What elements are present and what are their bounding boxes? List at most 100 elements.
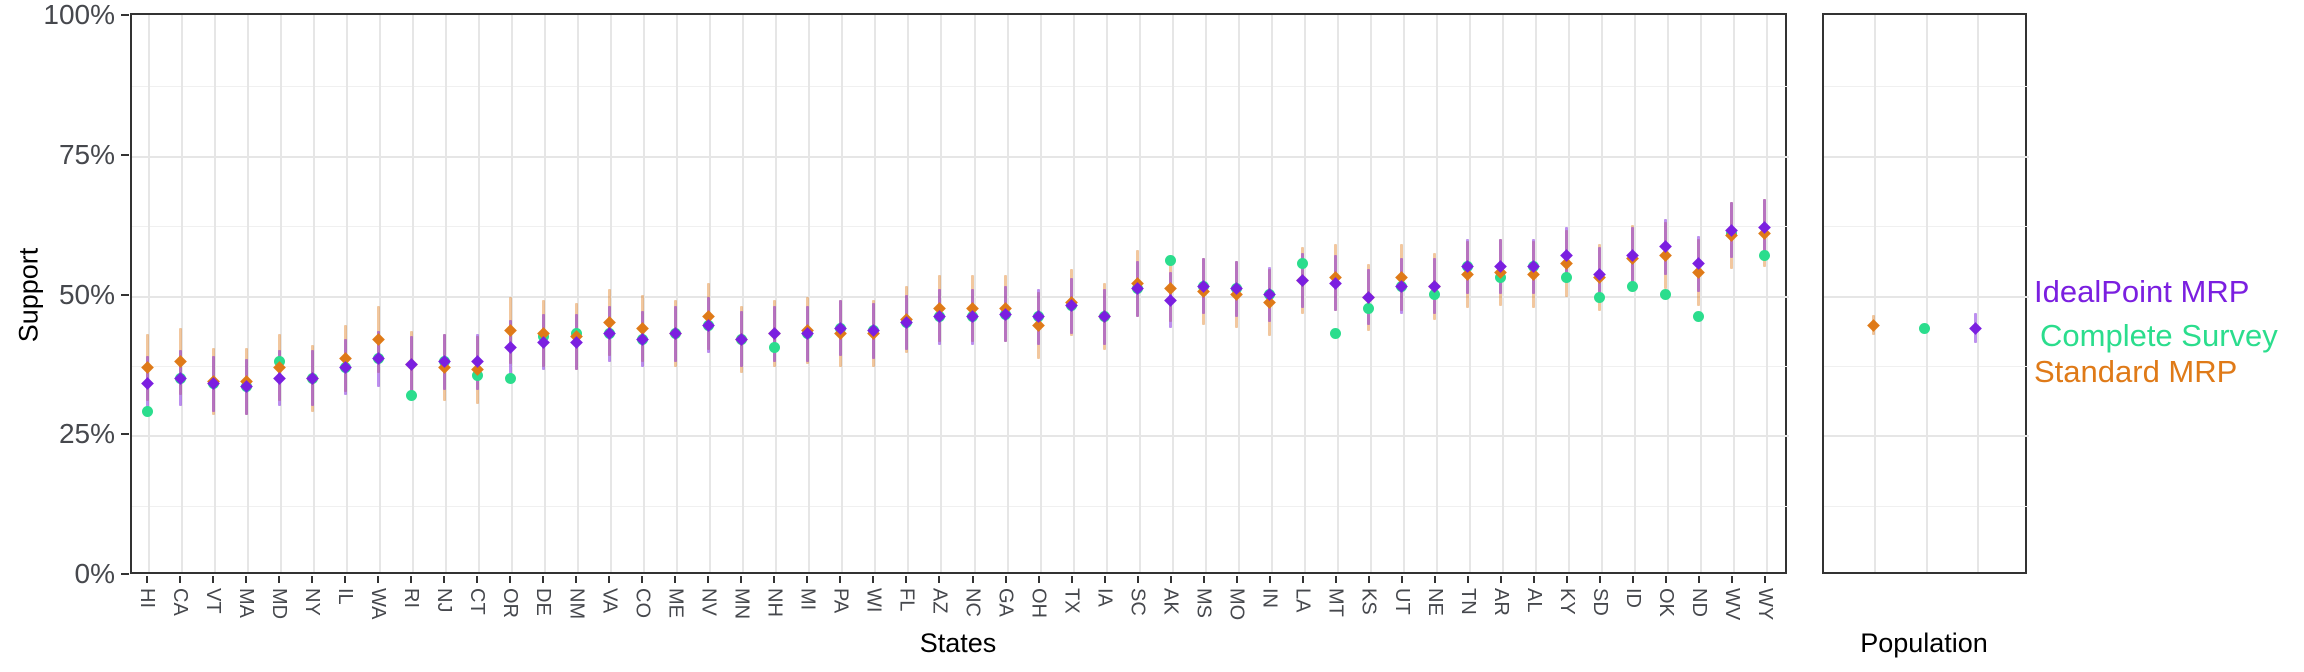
x-axis-tick [443,576,446,583]
vertical-gridline [1976,15,1979,572]
x-axis-tick [1037,576,1040,583]
y-tick-label: 0% [74,558,115,589]
vertical-gridline [577,15,580,572]
legend-item-complete_survey: Complete Survey [2040,318,2278,353]
x-axis-tick [1004,576,1007,583]
x-tick-label: MI [796,588,819,611]
vertical-gridline [742,15,745,572]
x-tick-label: AL [1522,588,1545,613]
x-tick-label: ID [1621,588,1644,608]
vertical-gridline [1039,15,1042,572]
x-axis-tick [1367,576,1370,583]
x-tick-label: IA [1093,588,1116,607]
x-tick-label: OR [499,588,522,618]
major-gridline [132,155,1789,158]
vertical-gridline [313,15,316,572]
x-axis-tick [608,576,611,583]
major-gridline [132,435,1789,438]
x-axis-tick [773,576,776,583]
x-tick-label: LA [1291,588,1314,613]
x-axis-tick [146,576,148,583]
x-axis-tick [542,576,545,583]
x-axis-tick [872,576,875,583]
x-tick-label: WA [367,588,390,620]
x-axis-tick [1697,576,1700,583]
vertical-gridline [907,15,910,572]
x-axis-tick [212,576,215,583]
x-axis-tick [410,576,413,583]
vertical-gridline [1105,15,1108,572]
vertical-gridline [346,15,349,572]
x-tick-label: PA [829,588,852,614]
x-axis-tick [1136,576,1139,583]
x-tick-label: WI [862,588,885,613]
x-tick-label: OK [1654,588,1677,617]
vertical-gridline [1925,15,1928,572]
x-axis-tick [1202,576,1205,583]
x-axis-tick [1730,576,1733,583]
x-tick-label: NY [301,588,324,616]
x-axis-tick [1103,576,1106,583]
x-tick-label: ND [1687,588,1710,617]
x-tick-label: VA [598,588,621,614]
vertical-gridline [214,15,217,572]
x-tick-label: MD [268,588,291,620]
vertical-gridline [1138,15,1141,572]
x-axis-tick [1466,576,1469,583]
x-tick-label: SC [1126,588,1149,616]
population-plot-panel [1822,13,2029,574]
main-plot-panel [130,13,1789,574]
x-tick-label: SD [1588,588,1611,616]
x-tick-label: WY [1753,588,1776,621]
x-axis-tick [1268,576,1271,583]
y-axis-tick [121,293,129,296]
x-axis-tick [674,576,677,583]
x-axis-title: States [919,628,997,658]
vertical-gridline [478,15,481,572]
x-tick-label: KS [1357,588,1380,615]
vertical-gridline [841,15,844,572]
minor-gridline [132,86,1789,88]
x-tick-label: GA [994,588,1017,617]
vertical-gridline [247,15,250,572]
vertical-gridline [808,15,811,572]
x-axis-tick [740,576,743,583]
x-axis-tick [245,576,248,583]
x-tick-label: TN [1456,588,1479,615]
x-tick-label: AR [1489,588,1512,616]
x-tick-label: UT [1390,588,1413,615]
vertical-gridline [1534,15,1537,572]
x-axis-tick [1235,576,1238,583]
x-axis-tick [1301,576,1304,583]
x-tick-label: ME [664,588,687,618]
vertical-gridline [280,15,283,572]
vertical-gridline [412,15,415,572]
y-tick-label: 25% [58,418,115,450]
vertical-gridline [511,15,514,572]
x-tick-label: NH [763,588,786,617]
x-axis-tick [278,576,281,583]
legend-item-idealpoint_mrp: IdealPoint MRP [2034,274,2250,309]
population-panel-label: Population [1860,628,1988,658]
x-tick-label: MT [1324,588,1347,617]
legend-item-standard_mrp: Standard MRP [2034,354,2238,389]
vertical-gridline [1501,15,1504,572]
vertical-gridline [676,15,679,572]
vertical-gridline [1336,15,1339,572]
x-axis-tick [1070,576,1073,583]
x-tick-label: NM [565,588,588,620]
x-axis-tick [1532,576,1535,583]
x-axis-tick [1763,576,1766,583]
x-tick-label: TX [1060,588,1083,614]
x-axis-tick [1631,576,1634,583]
x-axis-tick [839,576,842,583]
x-axis-tick [179,576,182,583]
x-tick-label: HI [136,588,158,608]
vertical-gridline [1072,15,1075,572]
x-tick-label: NV [697,588,720,616]
vertical-gridline [1237,15,1240,572]
vertical-gridline [874,15,877,572]
vertical-gridline [940,15,943,572]
vertical-gridline [181,15,184,572]
vertical-gridline [1006,15,1009,572]
